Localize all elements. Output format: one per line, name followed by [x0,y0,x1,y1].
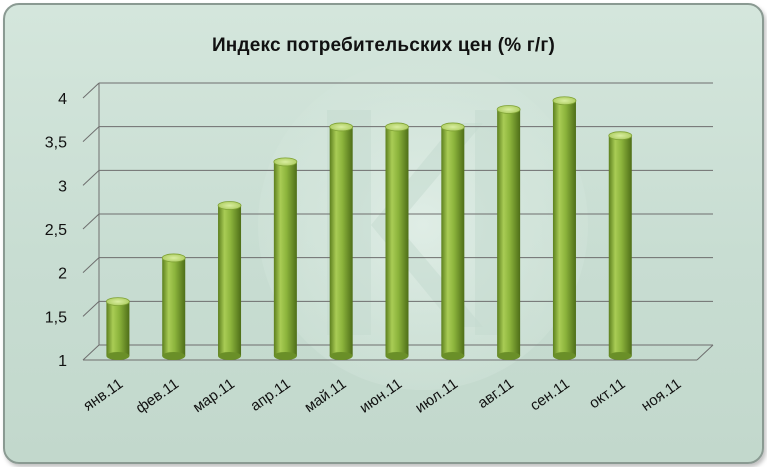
gridline-depth [82,126,100,143]
x-tick-label: ноя.11 [638,375,684,414]
bar [273,161,297,356]
bar [106,301,130,356]
bar [608,135,632,356]
gridline-depth [82,82,100,99]
bar [385,126,409,356]
chart-frame: Индекс потребительских цен (% г/г) [3,3,764,464]
y-tick-label: 4 [58,91,67,108]
bar [552,100,576,356]
y-tick-label: 2,5 [45,222,67,239]
bar [497,109,521,356]
chart-title: Индекс потребительских цен (% г/г) [211,35,556,56]
bar-base [218,352,242,360]
bar-top [440,122,465,132]
bar-base [552,352,576,360]
y-tick-label: 1 [58,353,67,370]
gridline-depth [82,213,100,230]
bar [441,126,465,356]
y-tick-label: 3 [58,178,67,195]
bar [162,257,186,356]
bar-base [608,352,632,360]
bar-base [497,352,521,360]
bar-top [273,157,298,167]
y-tick-label: 1,5 [45,309,67,326]
x-tick-label: фев.11 [133,375,182,417]
x-tick-label: авг.11 [475,375,517,412]
bar-top [496,105,521,114]
bar [329,126,353,356]
gridline-depth [82,300,100,317]
bar-base [106,352,130,360]
x-tick-label: сен.11 [527,375,573,414]
bar-top [106,297,130,307]
gridline-depth [82,257,100,274]
y-tick-label: 3,5 [45,135,67,152]
y-tick-label: 2 [58,266,67,283]
bar-base [385,352,409,360]
bar-base [329,352,353,360]
bar-base [273,352,297,360]
bar-top [217,201,242,210]
bar-base [162,352,186,360]
bar [218,205,242,356]
bar-top [385,122,409,132]
x-tick-label: янв.11 [80,375,126,414]
x-tick-label: май.11 [301,375,349,416]
bar-top [608,131,633,141]
gridline-depth [82,344,100,361]
x-tick-label: мар.11 [190,375,238,416]
x-tick-label: окт.11 [586,375,629,412]
chart-svg: 1 1,5 2 2,5 3 3,5 4 янв.11 фев.11 мар.11 апр.11 май… [45,60,714,417]
bar-top [552,96,577,106]
x-tick-label: апр.11 [247,375,293,414]
bar-top [329,122,354,132]
bar-top [161,253,186,263]
gridline-depth [82,169,100,186]
floor-side-edge [696,344,714,361]
watermark-logo [258,60,588,390]
bar-base [441,352,465,360]
